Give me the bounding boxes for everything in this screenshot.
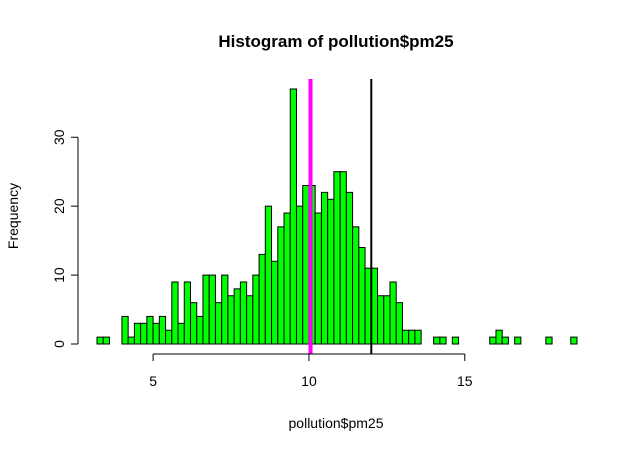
histogram-bar xyxy=(152,322,160,345)
x-tick-label: 15 xyxy=(457,373,473,389)
histogram-bar xyxy=(246,295,254,345)
histogram-bar xyxy=(320,191,329,345)
histogram-bar xyxy=(501,336,509,345)
histogram-bar xyxy=(514,336,522,345)
histogram-bar xyxy=(277,226,285,345)
histogram-bar xyxy=(190,302,198,345)
histogram-bar xyxy=(196,315,204,345)
histogram-bar xyxy=(283,212,291,345)
histogram-bar xyxy=(327,198,335,345)
histogram-bar xyxy=(358,247,366,345)
histogram-bar xyxy=(208,274,216,345)
histogram-bar xyxy=(302,184,310,345)
histogram-bar xyxy=(165,329,173,345)
histogram-bar xyxy=(121,315,129,345)
histogram-bar xyxy=(314,212,322,345)
histogram-bar xyxy=(177,322,185,345)
reference-lines-group xyxy=(308,79,373,354)
histogram-bar xyxy=(96,336,104,345)
histogram-bar xyxy=(295,205,304,345)
x-axis: 5 10 15 xyxy=(149,353,473,389)
histogram-bar xyxy=(451,336,460,345)
histogram-bar xyxy=(146,315,154,345)
histogram-bar xyxy=(264,205,273,345)
y-tick-label: 0 xyxy=(51,340,67,348)
histogram-bar xyxy=(233,288,241,345)
histogram-bar xyxy=(133,322,142,345)
histogram-bar xyxy=(345,191,354,345)
bars-group xyxy=(96,88,578,345)
histogram-bar xyxy=(401,329,410,345)
histogram-bar xyxy=(352,226,360,345)
histogram-bar xyxy=(221,274,229,345)
histogram-bar xyxy=(495,329,503,345)
histogram-bar xyxy=(383,295,391,345)
histogram-bar xyxy=(489,336,497,345)
y-axis: 0 10 20 30 xyxy=(51,129,79,348)
histogram-bar xyxy=(570,336,578,345)
histogram-bar xyxy=(202,274,210,345)
histogram-bar xyxy=(127,336,135,345)
histogram-bar xyxy=(433,336,441,345)
histogram-bar xyxy=(333,171,341,345)
y-axis-label: Frequency xyxy=(5,183,21,249)
histogram-bar xyxy=(227,295,235,345)
histogram-bar xyxy=(214,302,223,345)
histogram-bar xyxy=(377,295,385,345)
histogram-bar xyxy=(414,329,422,345)
x-axis-label: pollution$pm25 xyxy=(289,415,384,431)
chart-title: Histogram of pollution$pm25 xyxy=(218,32,453,51)
y-tick-label: 10 xyxy=(51,267,67,283)
histogram-bar xyxy=(239,281,248,345)
histogram-bar xyxy=(439,336,447,345)
histogram-bar xyxy=(395,302,403,345)
histogram-bar xyxy=(252,274,260,345)
histogram-bar xyxy=(158,315,167,345)
histogram-bar xyxy=(258,253,266,345)
x-tick-label: 10 xyxy=(301,373,317,389)
histogram-bar xyxy=(339,171,347,345)
histogram-bar xyxy=(102,336,110,345)
histogram-bar xyxy=(545,336,553,345)
y-tick-label: 20 xyxy=(51,198,67,214)
histogram-bar xyxy=(183,281,192,345)
histogram-bar xyxy=(289,88,297,345)
histogram-bar xyxy=(408,329,416,345)
histogram-bar xyxy=(389,281,397,345)
histogram-bar xyxy=(271,260,279,345)
histogram-bar xyxy=(171,281,179,345)
x-tick-label: 5 xyxy=(149,373,157,389)
y-tick-label: 30 xyxy=(51,129,67,145)
histogram-bar xyxy=(140,322,148,345)
